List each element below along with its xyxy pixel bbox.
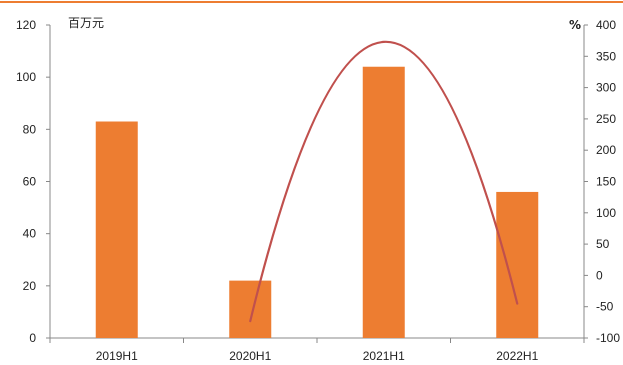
right-tick-label: 250 — [596, 112, 616, 126]
right-tick-label: 200 — [596, 143, 616, 157]
growth-line — [249, 40, 519, 323]
right-tick-label: 150 — [596, 175, 616, 189]
left-tick-label: 60 — [23, 175, 37, 189]
left-tick-label: 40 — [23, 227, 37, 241]
x-tick-label: 2022H1 — [496, 349, 538, 363]
x-tick-label: 2019H1 — [96, 349, 138, 363]
right-tick-label: 50 — [596, 237, 610, 251]
right-tick-label: 300 — [596, 81, 616, 95]
right-tick-label: -100 — [596, 331, 620, 345]
right-unit-label: % — [569, 18, 581, 32]
left-tick-label: 100 — [16, 70, 36, 84]
left-tick-label: 20 — [23, 279, 37, 293]
right-tick-label: 400 — [596, 18, 616, 32]
right-tick-label: 0 — [596, 268, 603, 282]
x-tick-label: 2021H1 — [363, 349, 405, 363]
right-tick-label: -50 — [596, 300, 614, 314]
bars-group — [95, 66, 539, 338]
axes-group — [0, 1, 623, 343]
right-tick-label: 100 — [596, 206, 616, 220]
bar-2022h1 — [496, 191, 539, 338]
right-tick-label: 350 — [596, 49, 616, 63]
left-tick-label: 120 — [16, 18, 36, 32]
labels-group: 0 20 40 60 80 100 120 -100 -50 0 50 100 150 200 250 300… — [16, 16, 620, 363]
left-unit-label: 百万元 — [68, 16, 104, 30]
bar-2019h1 — [95, 121, 138, 338]
left-tick-label: 80 — [23, 122, 37, 136]
left-tick-label: 0 — [29, 331, 36, 345]
line-group — [249, 40, 519, 323]
bar-2020h1 — [229, 280, 272, 338]
x-tick-label: 2020H1 — [229, 349, 271, 363]
bar-2021h1 — [362, 66, 405, 338]
